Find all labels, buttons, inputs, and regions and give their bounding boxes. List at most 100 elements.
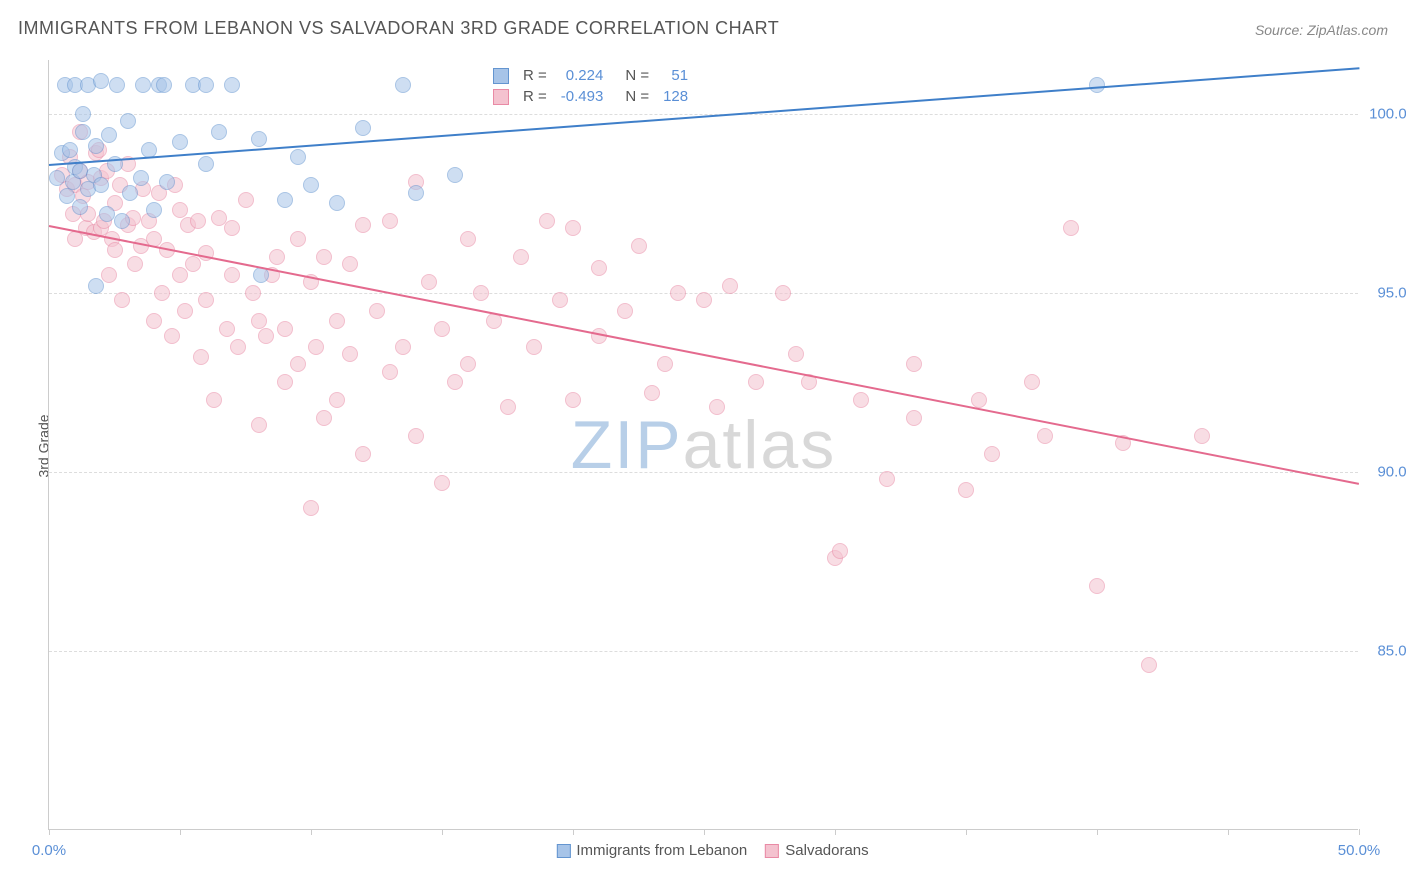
scatter-point (1141, 657, 1157, 673)
legend-swatch (493, 68, 509, 84)
scatter-point (748, 374, 764, 390)
scatter-point (277, 321, 293, 337)
scatter-point (164, 328, 180, 344)
scatter-point (93, 73, 109, 89)
scatter-point (88, 278, 104, 294)
x-tick (966, 829, 967, 835)
scatter-point (316, 410, 332, 426)
trend-line (49, 225, 1359, 485)
x-tick (835, 829, 836, 835)
scatter-point (185, 256, 201, 272)
scatter-point (127, 256, 143, 272)
legend-swatch (556, 844, 570, 858)
x-tick (311, 829, 312, 835)
scatter-point (88, 138, 104, 154)
gridline-h (49, 114, 1358, 115)
gridline-h (49, 472, 1358, 473)
y-tick-label: 95.0% (1377, 284, 1406, 301)
scatter-point (114, 213, 130, 229)
scatter-point (156, 77, 172, 93)
scatter-point (329, 195, 345, 211)
scatter-point (460, 231, 476, 247)
scatter-point (342, 346, 358, 362)
x-tick (704, 829, 705, 835)
scatter-point (329, 392, 345, 408)
scatter-point (709, 399, 725, 415)
scatter-point (460, 356, 476, 372)
scatter-point (114, 292, 130, 308)
gridline-h (49, 651, 1358, 652)
scatter-point (172, 134, 188, 150)
scatter-point (552, 292, 568, 308)
scatter-point (1089, 578, 1105, 594)
scatter-point (395, 339, 411, 355)
x-tick (180, 829, 181, 835)
scatter-point (154, 285, 170, 301)
scatter-point (277, 192, 293, 208)
scatter-point (526, 339, 542, 355)
scatter-point (342, 256, 358, 272)
scatter-point (238, 192, 254, 208)
x-tick (1228, 829, 1229, 835)
scatter-point (62, 142, 78, 158)
legend-swatch (493, 89, 509, 105)
scatter-point (984, 446, 1000, 462)
legend-r-value: 0.224 (555, 66, 610, 85)
scatter-point (565, 392, 581, 408)
trend-line (49, 67, 1359, 166)
scatter-point (408, 428, 424, 444)
scatter-point (1194, 428, 1210, 444)
scatter-point (447, 167, 463, 183)
scatter-point (109, 77, 125, 93)
series-legend: Immigrants from Lebanon Salvadorans (538, 842, 868, 859)
scatter-point (198, 156, 214, 172)
scatter-point (75, 124, 91, 140)
scatter-point (382, 213, 398, 229)
scatter-point (644, 385, 660, 401)
scatter-point (303, 500, 319, 516)
scatter-point (1037, 428, 1053, 444)
legend-r-value: -0.493 (555, 87, 610, 106)
scatter-point (75, 106, 91, 122)
scatter-point (206, 392, 222, 408)
scatter-point (971, 392, 987, 408)
scatter-point (513, 249, 529, 265)
scatter-point (657, 356, 673, 372)
scatter-point (99, 206, 115, 222)
legend-series-name: Salvadorans (785, 842, 868, 859)
scatter-point (1063, 220, 1079, 236)
scatter-point (906, 410, 922, 426)
scatter-point (290, 149, 306, 165)
scatter-point (395, 77, 411, 93)
scatter-point (277, 374, 293, 390)
scatter-point (906, 356, 922, 372)
legend-series-name: Immigrants from Lebanon (576, 842, 747, 859)
scatter-point (696, 292, 712, 308)
scatter-point (670, 285, 686, 301)
legend-n-value: 128 (657, 87, 694, 106)
scatter-point (122, 185, 138, 201)
scatter-point (193, 349, 209, 365)
scatter-point (211, 124, 227, 140)
scatter-point (198, 77, 214, 93)
scatter-point (355, 217, 371, 233)
scatter-point (329, 313, 345, 329)
y-tick-label: 100.0% (1369, 105, 1406, 122)
scatter-point (1024, 374, 1040, 390)
scatter-point (434, 321, 450, 337)
scatter-point (230, 339, 246, 355)
legend-n-value: 51 (657, 66, 694, 85)
legend-r-label: R = (517, 66, 553, 85)
scatter-point (219, 321, 235, 337)
x-tick (49, 829, 50, 835)
scatter-point (500, 399, 516, 415)
scatter-point (316, 249, 332, 265)
correlation-legend: R =0.224N =51R =-0.493N =128 (479, 62, 702, 110)
scatter-point (251, 417, 267, 433)
scatter-point (565, 220, 581, 236)
scatter-point (159, 174, 175, 190)
scatter-point (369, 303, 385, 319)
scatter-point (775, 285, 791, 301)
scatter-point (958, 482, 974, 498)
x-tick (1097, 829, 1098, 835)
